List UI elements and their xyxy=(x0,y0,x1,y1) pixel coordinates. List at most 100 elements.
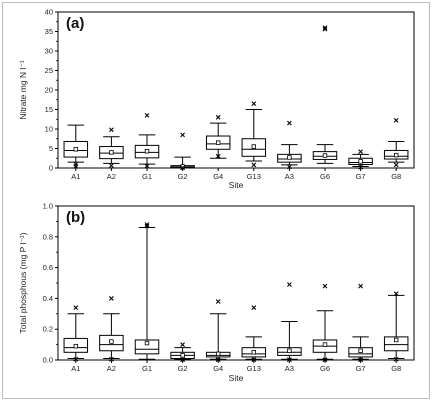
panel-a-mean-marker xyxy=(215,140,221,145)
panel-a-outlier-marker xyxy=(287,164,292,170)
panel-a-outlier-marker xyxy=(144,112,150,118)
panel-a-outlier-marker xyxy=(322,25,328,30)
panel-b-x-axis-label: Site xyxy=(229,373,244,383)
panel-a-outlier-marker xyxy=(180,165,185,171)
panel-b-outlier-marker xyxy=(287,282,292,287)
panel-a-outlier-marker xyxy=(73,164,79,169)
panel-b-mean-marker xyxy=(287,348,292,353)
panel-b-outlier-marker xyxy=(358,357,363,363)
panel-b-box xyxy=(383,336,409,352)
panel-a-y-tick-label: 25 xyxy=(45,66,53,75)
panel-a-outlier-marker xyxy=(251,101,257,107)
panel-b-x-tick-label: G7 xyxy=(356,364,366,373)
panel-a-x-tick-label: G6 xyxy=(320,172,330,181)
panel-b-y-tick-label: 0.0 xyxy=(43,356,53,365)
panel-b-x-tick-label: G6 xyxy=(320,364,330,373)
panel-b-mean-marker xyxy=(109,339,114,344)
panel-a-outlier-marker xyxy=(109,163,114,169)
panel-b-outlier-marker xyxy=(251,357,257,363)
panel-b-outlier-marker xyxy=(393,291,399,297)
panel-b-mean-marker xyxy=(322,342,328,347)
panel-b-outlier-marker xyxy=(144,222,150,227)
panel-a-outlier-marker xyxy=(393,162,399,168)
panel-b-outlier-marker xyxy=(215,357,221,363)
panel-a-y-tick-label: 0 xyxy=(49,164,53,173)
panel-a-y-tick-label: 20 xyxy=(45,86,53,95)
panel-b-y-tick-label: 0.2 xyxy=(43,325,53,334)
panel-b-x-tick-label: A1 xyxy=(71,364,80,373)
panel-b-outlier-marker xyxy=(322,283,328,289)
panel-a-mean-marker xyxy=(358,159,363,164)
panel-b-outlier-marker xyxy=(144,223,150,229)
panel-a-outlier-marker xyxy=(322,26,328,32)
panel-a-mean-marker xyxy=(287,155,292,160)
panel-b-outlier-marker xyxy=(215,299,221,304)
panel-a-y-tick-label: 40 xyxy=(45,8,53,17)
panel-a-x-tick-label: A1 xyxy=(71,172,80,181)
panel-b-outlier-marker xyxy=(322,357,328,363)
panel-b-label: (b) xyxy=(66,209,85,226)
panel-b-mean-marker xyxy=(144,340,150,346)
panel-b-x-tick-label: A3 xyxy=(285,364,294,373)
panel-b-y-tick-label: 0.6 xyxy=(43,263,53,272)
panel-a-outlier-marker xyxy=(144,163,150,169)
panel-a-label: (a) xyxy=(66,15,84,32)
panel-b-x-tick-label: A2 xyxy=(107,364,116,373)
panel-b-outlier-marker xyxy=(251,305,257,311)
panel-a-mean-marker xyxy=(393,152,399,158)
panel-b-outlier-marker xyxy=(73,305,79,311)
panel-b-mean-marker xyxy=(393,337,399,343)
panel-b-y-tick-label: 0.4 xyxy=(43,294,53,303)
panel-a-outlier-marker xyxy=(109,127,114,133)
panel-b-mean-marker xyxy=(215,351,221,357)
panel-a-outlier-marker xyxy=(358,149,363,155)
panel-a-y-tick-label: 30 xyxy=(45,47,53,56)
panel-a-outlier-marker xyxy=(251,162,257,168)
panel-a-x-tick-label: G13 xyxy=(247,172,261,181)
panel-b-mean-marker xyxy=(251,350,256,355)
panel-b-mean-marker xyxy=(180,353,185,358)
panel-a-outlier-marker xyxy=(215,114,221,120)
panel-b-outlier-marker xyxy=(358,283,363,289)
panel-a-x-tick-label: G1 xyxy=(142,172,152,181)
panel-a-mean-marker xyxy=(251,144,256,149)
panel-a-mean-marker xyxy=(144,149,150,154)
panel-a-x-tick-label: G4 xyxy=(213,172,223,181)
panel-b-x-tick-label: G8 xyxy=(391,364,401,373)
panel-b-outlier-marker xyxy=(287,357,292,363)
panel-a-mean-marker xyxy=(322,153,328,158)
panel-a-y-tick-label: 35 xyxy=(45,27,53,36)
panel-a-mean-marker xyxy=(109,150,114,155)
panel-a-outlier-marker xyxy=(180,132,185,138)
panel-b-x-tick-label: G13 xyxy=(247,364,261,373)
panel-a-outlier-marker xyxy=(287,120,292,126)
panel-a-x-tick-label: G8 xyxy=(391,172,401,181)
figure-frame xyxy=(2,2,430,399)
panel-a-x-tick-label: A2 xyxy=(107,172,116,181)
panel-b-outlier-marker xyxy=(73,356,79,362)
panel-b-y-tick-label: 1.0 xyxy=(43,202,53,211)
panel-a-outlier-marker xyxy=(358,164,363,170)
panel-a-y-tick-label: 15 xyxy=(45,105,53,114)
panel-b-outlier-marker xyxy=(109,296,114,301)
panel-a-y-tick-label: 5 xyxy=(49,144,53,153)
panel-b-outlier-marker xyxy=(180,342,185,347)
panel-b-box xyxy=(134,339,160,355)
panel-b-y-axis-label: Total phosphous (mg P l⁻¹) xyxy=(18,232,28,333)
panel-b-x-tick-label: G1 xyxy=(142,364,152,373)
panel-a-x-tick-label: A3 xyxy=(285,172,294,181)
panel-a-y-tick-label: 10 xyxy=(45,125,53,134)
panel-a-mean-marker xyxy=(73,147,78,152)
panel-b-outlier-marker xyxy=(180,357,185,363)
panel-b-x-tick-label: G4 xyxy=(213,364,223,373)
panel-b-x-tick-label: G2 xyxy=(178,364,188,373)
panel-b-mean-marker xyxy=(73,343,78,349)
panel-a-x-tick-label: G2 xyxy=(178,172,188,181)
panel-b-y-tick-label: 0.8 xyxy=(43,232,53,241)
panel-a-x-tick-label: G7 xyxy=(356,172,366,181)
panel-a-outlier-marker xyxy=(393,118,399,123)
panel-a-y-axis-label: Nitrate mg N l⁻¹ xyxy=(18,60,28,119)
panel-a-outlier-marker xyxy=(215,153,221,159)
panel-b-outlier-marker xyxy=(393,356,399,362)
